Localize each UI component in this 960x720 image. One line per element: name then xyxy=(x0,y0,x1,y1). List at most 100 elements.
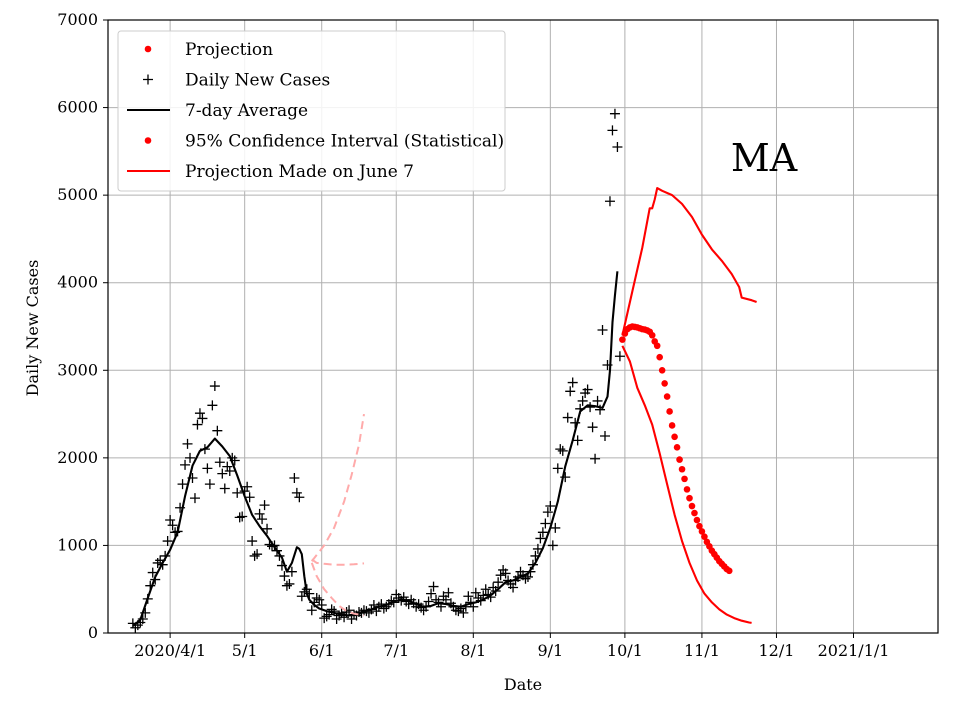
daily-case-marker xyxy=(289,472,300,483)
daily-case-marker xyxy=(207,400,218,411)
projection-point xyxy=(653,342,661,350)
legend-label: 7-day Average xyxy=(185,101,308,121)
projection-point xyxy=(683,486,691,493)
projection-made-on-june-7-upper-line xyxy=(311,413,365,562)
daily-case-marker xyxy=(284,578,295,589)
daily-case-marker xyxy=(262,523,273,534)
daily-case-marker xyxy=(570,417,581,428)
state-label: MA xyxy=(731,136,798,180)
projection-point xyxy=(696,522,703,530)
projection-point xyxy=(688,502,696,510)
projection-point xyxy=(681,475,688,483)
daily-case-marker xyxy=(192,419,203,430)
projection-point xyxy=(701,533,708,540)
daily-case-marker xyxy=(222,461,233,472)
x-tick-label: 2021/1/1 xyxy=(818,641,890,660)
daily-case-marker xyxy=(545,501,556,512)
daily-case-marker xyxy=(294,492,305,503)
7-day-average-line xyxy=(132,271,619,627)
daily-case-marker xyxy=(177,479,188,490)
daily-case-marker xyxy=(247,536,258,547)
x-tick-label: 6/1 xyxy=(309,641,335,660)
daily-case-marker xyxy=(152,557,163,568)
daily-case-marker xyxy=(600,430,611,441)
projection-point xyxy=(648,331,656,339)
daily-case-marker xyxy=(259,500,270,511)
daily-case-marker xyxy=(197,413,208,424)
legend-label: Daily New Cases xyxy=(185,71,330,91)
daily-case-marker xyxy=(572,435,583,446)
daily-case-marker xyxy=(306,605,317,616)
daily-case-marker xyxy=(542,507,553,518)
projection-point xyxy=(656,353,663,361)
y-tick-label: 4000 xyxy=(57,273,98,292)
x-tick-label: 9/1 xyxy=(537,641,563,660)
y-tick-label: 7000 xyxy=(57,10,98,29)
daily-case-marker xyxy=(547,540,558,551)
daily-case-marker xyxy=(535,533,546,544)
daily-case-marker xyxy=(214,457,225,468)
daily-case-marker xyxy=(565,386,576,397)
daily-case-marker xyxy=(162,536,173,547)
y-tick-label: 5000 xyxy=(57,185,98,204)
y-tick-label: 6000 xyxy=(57,98,98,117)
projection-point xyxy=(666,408,673,415)
x-tick-label: 8/1 xyxy=(460,641,486,660)
daily-case-marker xyxy=(537,527,548,538)
daily-case-marker xyxy=(550,522,561,533)
daily-case-marker xyxy=(552,463,563,474)
daily-case-marker xyxy=(209,381,220,392)
x-tick-label: 12/1 xyxy=(759,641,795,660)
daily-case-marker xyxy=(614,351,625,362)
y-tick-label: 0 xyxy=(88,623,98,642)
daily-case-marker xyxy=(587,422,598,433)
95-ci-upper-line xyxy=(621,187,757,336)
daily-case-marker xyxy=(532,543,543,554)
daily-case-marker xyxy=(508,582,519,593)
legend-label: Projection xyxy=(185,40,273,60)
daily-case-marker xyxy=(219,483,230,494)
daily-case-marker xyxy=(194,408,205,419)
legend-box xyxy=(117,30,506,192)
x-tick-label: 2020/4/1 xyxy=(134,641,206,660)
daily-case-marker xyxy=(242,481,253,492)
series-layer xyxy=(127,108,757,633)
daily-case-marker xyxy=(540,518,551,529)
daily-case-marker xyxy=(500,568,511,579)
x-tick-label: 11/1 xyxy=(684,641,720,660)
legend: Projection Daily New Cases 7-day Average 95… xyxy=(117,30,506,192)
projection-made-on-june-7-middle-line xyxy=(311,558,365,566)
daily-case-marker xyxy=(291,487,302,498)
projection-point xyxy=(673,444,681,451)
daily-case-marker xyxy=(453,606,464,617)
projection-point xyxy=(686,494,693,502)
y-tick-label: 1000 xyxy=(57,535,98,554)
daily-case-marker xyxy=(286,566,297,577)
projection-point xyxy=(668,422,676,429)
daily-case-marker xyxy=(426,588,437,599)
daily-case-marker xyxy=(165,515,176,526)
daily-case-marker xyxy=(212,425,223,436)
daily-case-marker xyxy=(202,463,213,474)
x-tick-label: 10/1 xyxy=(607,641,643,660)
plot-frame xyxy=(107,19,939,634)
daily-case-marker xyxy=(281,580,292,591)
daily-case-marker xyxy=(495,570,506,581)
projection-point xyxy=(698,528,706,535)
daily-case-marker xyxy=(455,603,466,614)
daily-case-marker xyxy=(189,493,200,504)
daily-case-marker xyxy=(604,196,615,207)
daily-case-marker xyxy=(252,549,263,560)
daily-case-marker xyxy=(314,594,325,605)
y-axis-label: Daily New Cases xyxy=(23,260,42,397)
daily-case-marker xyxy=(609,108,620,119)
projection-point xyxy=(619,336,626,343)
legend-marker-dot xyxy=(144,137,152,144)
daily-case-marker xyxy=(167,520,178,531)
daily-case-marker xyxy=(582,384,593,395)
daily-case-marker xyxy=(249,550,260,561)
daily-case-marker xyxy=(311,592,322,603)
daily-case-marker xyxy=(279,571,290,582)
95-ci-lower-line xyxy=(621,345,752,624)
